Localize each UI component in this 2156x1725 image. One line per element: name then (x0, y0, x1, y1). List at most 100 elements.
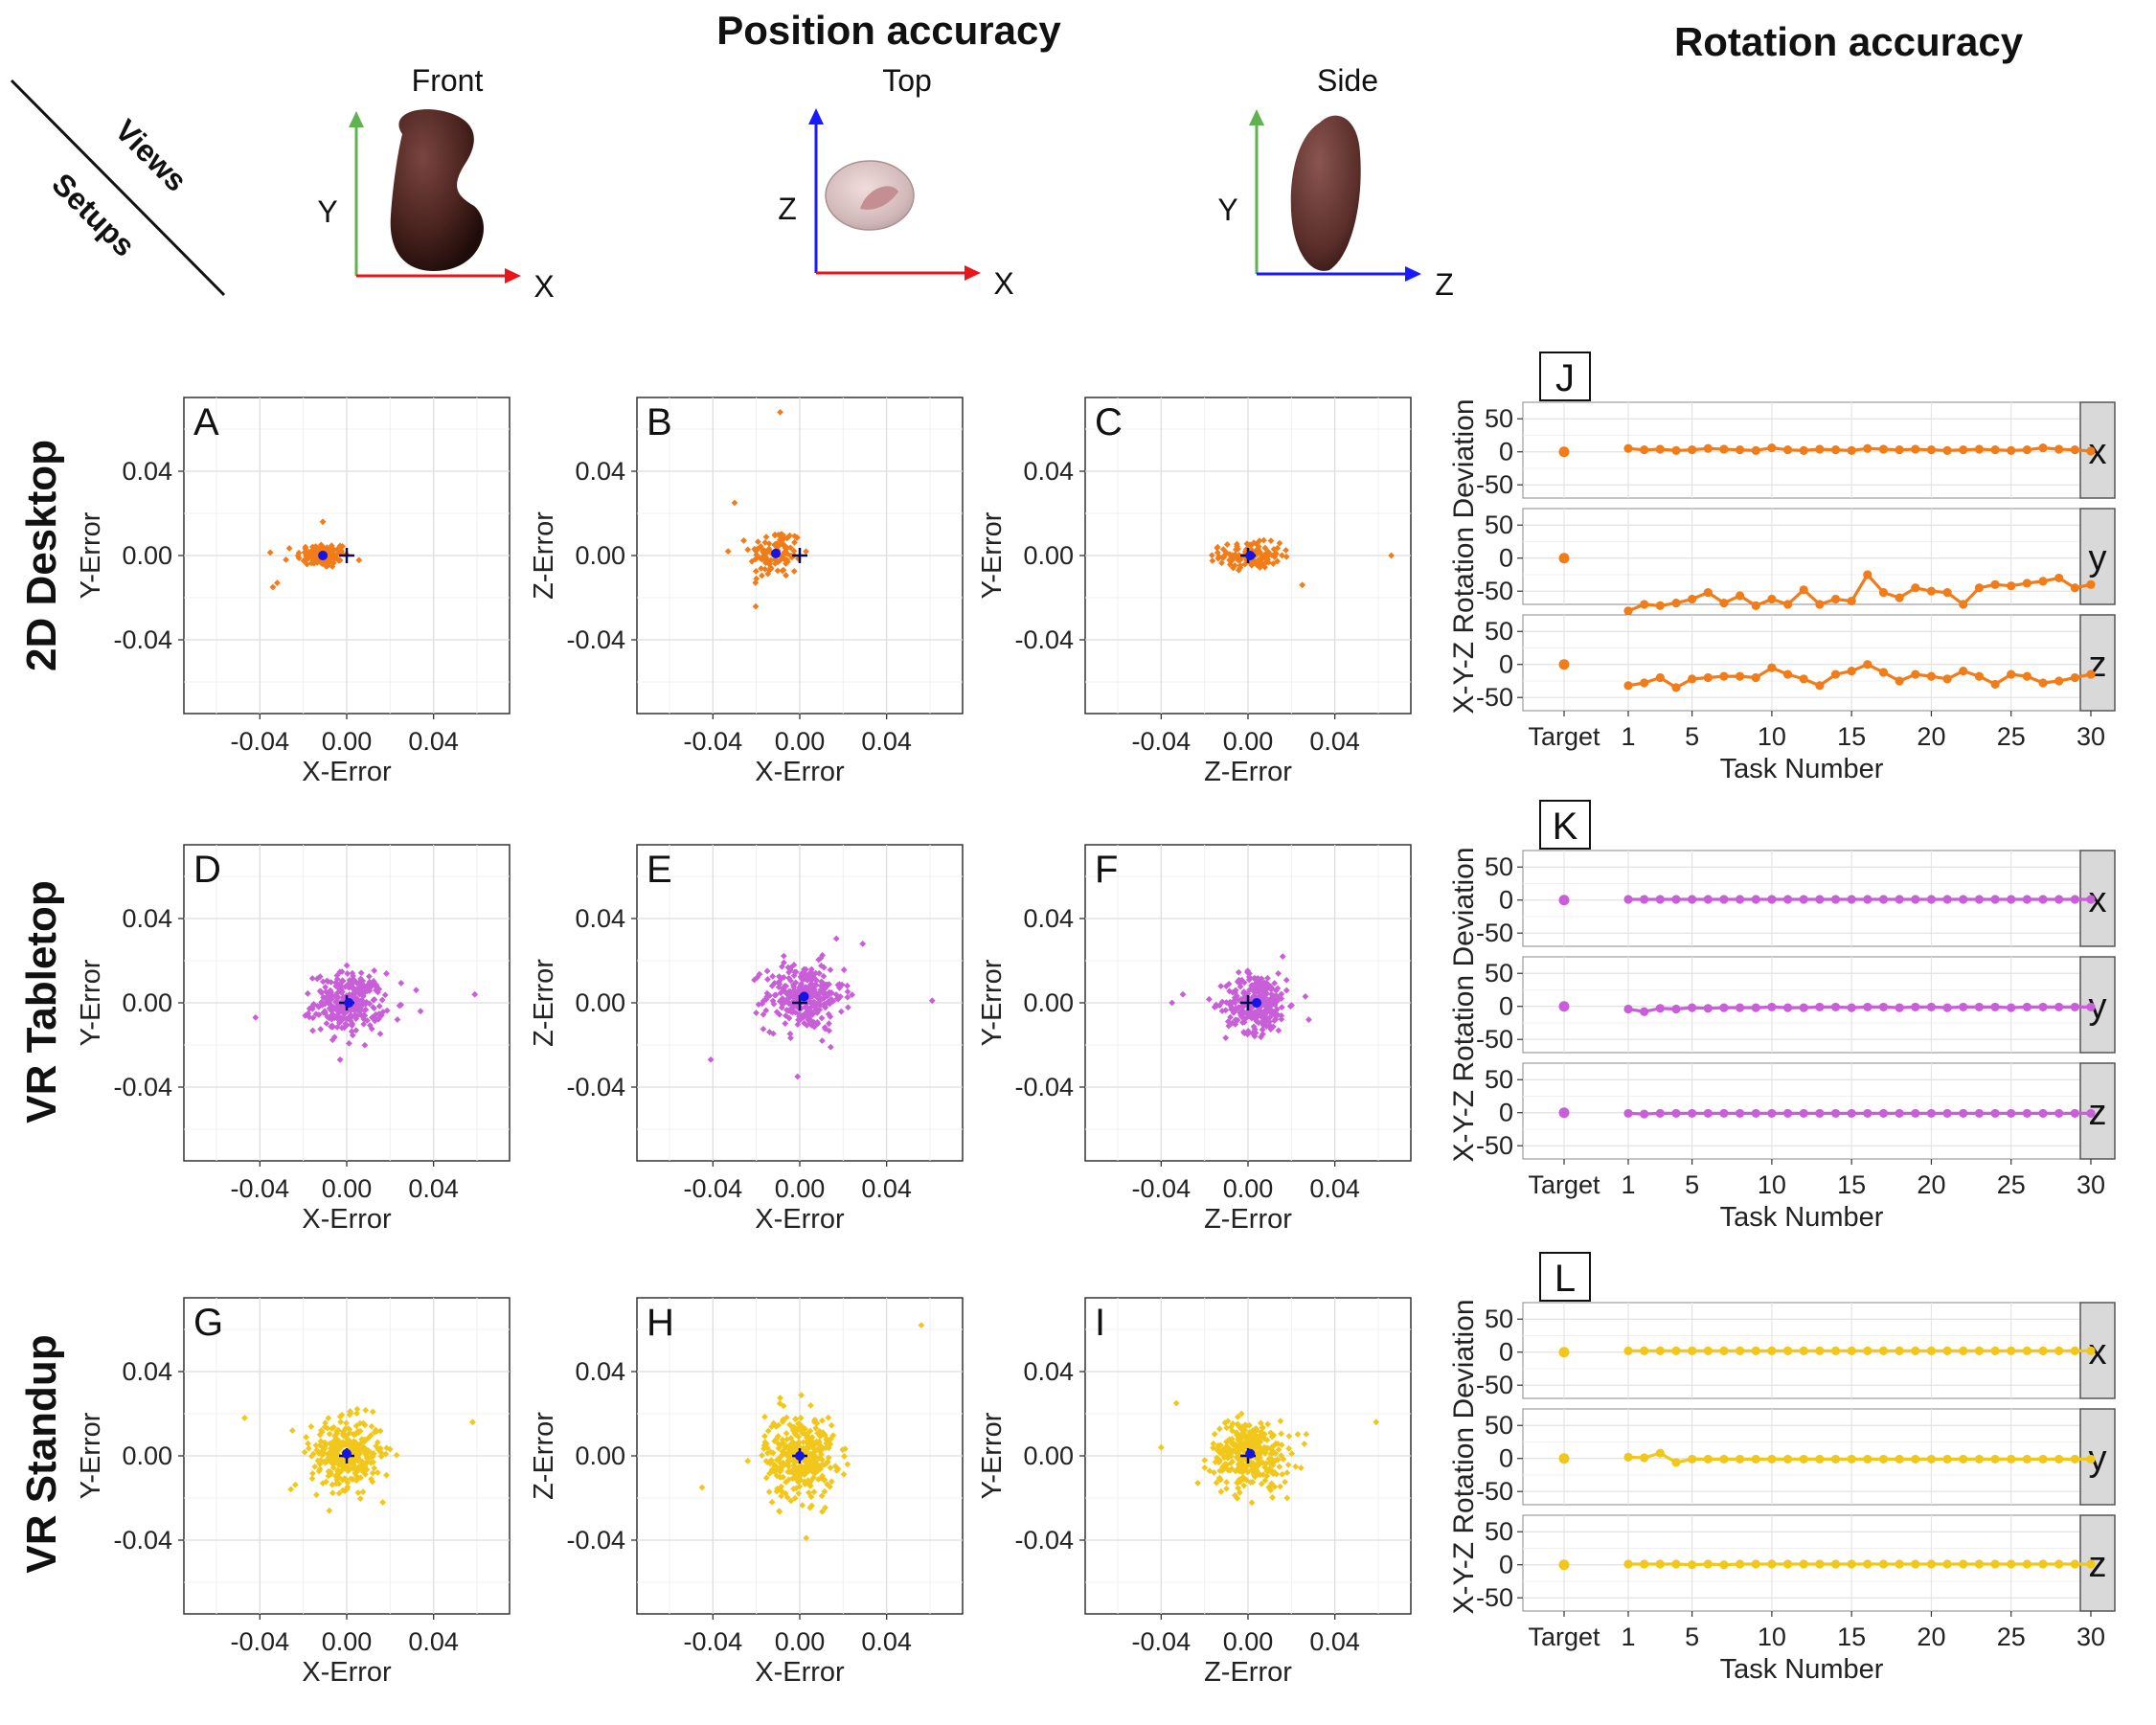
scatter-point (360, 1011, 368, 1019)
rotation-series-point (1735, 895, 1745, 904)
rotation-series-point (1735, 671, 1745, 681)
scatter-point (1269, 560, 1277, 567)
scatter-point (1271, 997, 1279, 1005)
rotation-series-point (1847, 1454, 1856, 1464)
rotation-series-point (1990, 1454, 2000, 1464)
x-axis-title: X-Error (302, 1204, 392, 1235)
scatter-point (1237, 1009, 1244, 1016)
y-axis-title: Y-Error (977, 511, 1008, 599)
scatter-point (1229, 1440, 1237, 1446)
mean-position-dot (1245, 1448, 1256, 1459)
mean-position-dot (799, 991, 809, 1002)
scatter-point (1215, 1425, 1223, 1433)
scatter-point (1282, 1478, 1288, 1486)
scatter-point (323, 1020, 330, 1027)
rotation-series-point (1830, 1108, 1841, 1119)
scatter-point (370, 996, 377, 1004)
scatter-point (1264, 548, 1272, 556)
rotation-series-point (1830, 1346, 1841, 1355)
rotation-series-point (1735, 1346, 1745, 1355)
scatter-point (1235, 566, 1242, 574)
rotation-series-point (1767, 663, 1777, 672)
scatter-point (322, 1459, 329, 1466)
scatter-point (762, 1474, 770, 1482)
rotation-series-point (1751, 895, 1760, 904)
rotation-series-point (1863, 1346, 1872, 1355)
rotation-series-point (1815, 1346, 1825, 1355)
y-tick-label: 0 (1499, 1099, 1513, 1127)
scatter-point (1249, 1030, 1257, 1037)
scatter-point (1274, 557, 1282, 565)
rotation-series-point (1767, 443, 1777, 453)
rotation-series-point (1847, 1559, 1856, 1569)
scatter-point (1222, 1443, 1230, 1451)
facet-strip-label: x (2089, 432, 2107, 472)
rotation-series-point (2022, 1454, 2031, 1464)
rotation-series-point (2070, 1454, 2079, 1464)
scatter-point (1278, 1015, 1285, 1023)
rotation-series-point (1847, 596, 1856, 606)
rotation-series-point (1847, 1003, 1856, 1012)
rotation-series-point (1830, 1454, 1841, 1464)
rotation-series-point (1959, 1346, 1968, 1355)
scatter-point (310, 1000, 317, 1008)
scatter-outlier-point (1283, 1494, 1291, 1502)
x-tick-label: 0.00 (322, 1627, 373, 1656)
facet-strip (2079, 508, 2116, 605)
scatter-point (1257, 1471, 1264, 1479)
rotation-series-point (1703, 1004, 1713, 1013)
kidney-front-image (390, 109, 484, 271)
rotation-series-point (1830, 445, 1841, 455)
scatter-point (1237, 1459, 1244, 1466)
scatter-point (770, 1419, 777, 1427)
row-label-vr-tabletop: VR Tabletop (18, 880, 65, 1123)
rotation-series-point (1863, 1002, 1872, 1012)
scatter-point (1249, 1478, 1257, 1486)
scatter-point (765, 1488, 773, 1496)
x-tick-label: 0.00 (775, 727, 826, 756)
target-rotation-dot (1558, 1107, 1570, 1119)
scatter-point (334, 1426, 342, 1434)
scatter-point (1284, 1461, 1292, 1468)
rotation-series-point (1671, 683, 1681, 692)
scatter-point (325, 1467, 332, 1475)
scatter-point (1275, 969, 1282, 977)
mean-position-dot (1245, 551, 1256, 560)
rotation-series-point (1688, 895, 1697, 904)
y-tick-label: -50 (1476, 470, 1513, 499)
y-tick-label: 50 (1485, 959, 1513, 987)
scatter-point (1272, 1440, 1280, 1447)
rotation-series-point (1751, 672, 1760, 683)
rotation-series-point (1942, 445, 1952, 455)
scatter-point (1234, 1420, 1241, 1428)
view-horizontal-arrowhead (1405, 266, 1421, 282)
scatter-outlier-point (1373, 1419, 1380, 1426)
rotation-series-point (1782, 1346, 1793, 1355)
scatter-point (1226, 1001, 1234, 1009)
scatter-point (1252, 1439, 1259, 1446)
rotation-series-point (1863, 660, 1872, 670)
rotation-series-point (2054, 1346, 2064, 1355)
scatter-point (368, 1422, 375, 1430)
scatter-point (1248, 1439, 1255, 1446)
scatter-point (342, 1463, 350, 1470)
scatter-point (1272, 1016, 1279, 1023)
rotation-series-point (1623, 681, 1633, 691)
scatter-point (1226, 556, 1234, 564)
scatter-outlier-point (283, 556, 289, 563)
scatter-point (291, 1481, 299, 1488)
x-tick-label: 20 (1917, 1623, 1945, 1651)
scatter-panel-b: -0.04 -0.04 0.00 0.00 0.04 0.04 X-Error Z-Error… (529, 397, 964, 787)
scatter-point (1258, 1033, 1264, 1041)
scatter-point (1271, 1468, 1279, 1476)
scatter-point (343, 962, 351, 969)
x-tick-label: 5 (1685, 1623, 1699, 1651)
scatter-point (315, 1467, 323, 1475)
rotation-series-point (1671, 1108, 1681, 1119)
rotation-series-point (2054, 444, 2064, 454)
scatter-point (1282, 976, 1290, 984)
rotation-series-point (1895, 895, 1904, 904)
rotation-series-point (1959, 1108, 1968, 1119)
scatter-outlier-point (1172, 1399, 1180, 1407)
scatter-point (790, 1486, 797, 1492)
